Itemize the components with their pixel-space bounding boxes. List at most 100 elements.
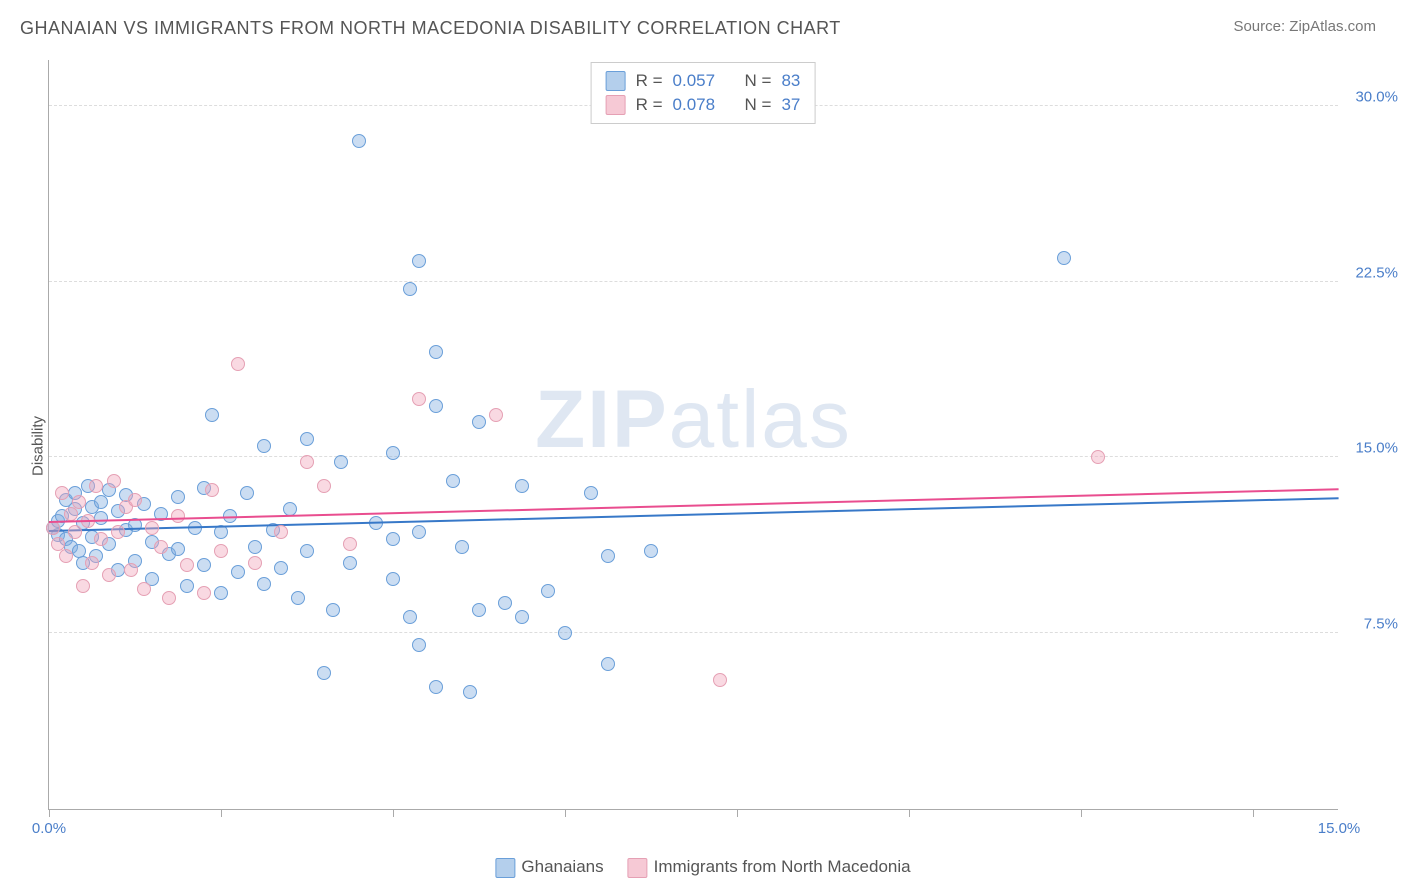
scatter-point [55,486,69,500]
x-tick-label-last: 15.0% [1318,820,1361,837]
scatter-point [317,666,331,680]
scatter-point [205,483,219,497]
legend-swatch-blue [606,71,626,91]
scatter-point [386,572,400,586]
scatter-point [76,579,90,593]
scatter-point [145,521,159,535]
scatter-point [64,507,78,521]
scatter-point [343,556,357,570]
scatter-point [412,525,426,539]
scatter-point [94,532,108,546]
n-value-2: 37 [781,95,800,115]
scatter-point [94,511,108,525]
scatter-point [412,254,426,268]
scatter-point [429,399,443,413]
r-label-2: R = [636,95,663,115]
gridline-h [49,281,1338,282]
scatter-point [489,408,503,422]
scatter-point [124,563,138,577]
scatter-point [171,542,185,556]
source-label: Source: ZipAtlas.com [1233,18,1376,35]
scatter-point [68,525,82,539]
scatter-point [498,596,512,610]
y-tick-label: 7.5% [1364,616,1398,633]
scatter-point [85,556,99,570]
scatter-point [274,561,288,575]
scatter-point [102,568,116,582]
gridline-h [49,632,1338,633]
scatter-point [162,591,176,605]
chart-title: GHANAIAN VS IMMIGRANTS FROM NORTH MACEDO… [20,18,841,39]
scatter-point [197,558,211,572]
scatter-point [274,525,288,539]
r-value-1: 0.057 [673,71,716,91]
legend-top: R = 0.057 N = 83 R = 0.078 N = 37 [591,62,816,124]
scatter-point [111,525,125,539]
y-tick-label: 22.5% [1355,264,1398,281]
scatter-point [248,540,262,554]
scatter-point [137,582,151,596]
n-value-1: 83 [781,71,800,91]
scatter-point [403,610,417,624]
scatter-point [326,603,340,617]
scatter-point [515,610,529,624]
scatter-point [463,685,477,699]
scatter-point [248,556,262,570]
scatter-point [472,603,486,617]
scatter-point [1057,251,1071,265]
n-label: N = [745,71,772,91]
x-tick [1253,809,1254,817]
scatter-point [300,544,314,558]
scatter-point [446,474,460,488]
x-tick [737,809,738,817]
x-tick [909,809,910,817]
y-tick-label: 30.0% [1355,88,1398,105]
scatter-point [231,565,245,579]
scatter-point [197,586,211,600]
scatter-point [558,626,572,640]
trend-line [49,498,1339,533]
legend-top-row-1: R = 0.057 N = 83 [606,69,801,93]
scatter-point [412,638,426,652]
scatter-point [171,490,185,504]
scatter-point [291,591,305,605]
watermark-bold: ZIP [535,374,669,465]
scatter-point [343,537,357,551]
r-value-2: 0.078 [673,95,716,115]
legend-bottom-label-2: Immigrants from North Macedonia [654,857,911,876]
scatter-point [214,544,228,558]
watermark: ZIPatlas [535,373,852,467]
scatter-point [429,680,443,694]
scatter-point [180,579,194,593]
legend-swatch-pink [606,95,626,115]
scatter-point [352,134,366,148]
scatter-point [403,282,417,296]
y-axis-label: Disability [30,416,47,476]
scatter-point [601,657,615,671]
legend-swatch-pink-bottom [628,858,648,878]
scatter-point [171,509,185,523]
scatter-point [601,549,615,563]
watermark-light: atlas [669,374,852,465]
x-tick [221,809,222,817]
x-tick [1081,809,1082,817]
legend-bottom-label-1: Ghanaians [521,857,603,876]
scatter-point [317,479,331,493]
scatter-point [257,577,271,591]
scatter-point [472,415,486,429]
x-tick [393,809,394,817]
scatter-point [240,486,254,500]
scatter-point [455,540,469,554]
gridline-h [49,456,1338,457]
x-tick-label-first: 0.0% [32,820,66,837]
chart-plot-area: ZIPatlas 7.5%15.0%22.5%30.0%0.0%15.0% [48,60,1338,810]
scatter-point [154,540,168,554]
scatter-point [300,432,314,446]
legend-top-row-2: R = 0.078 N = 37 [606,93,801,117]
x-tick [565,809,566,817]
scatter-point [412,392,426,406]
r-label: R = [636,71,663,91]
n-label-2: N = [745,95,772,115]
legend-bottom-item-1: Ghanaians [495,857,603,878]
scatter-point [429,345,443,359]
